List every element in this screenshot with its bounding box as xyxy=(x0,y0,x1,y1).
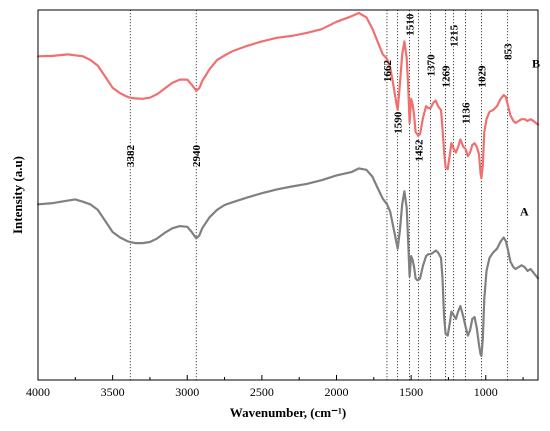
x-tick-label-4000: 4000 xyxy=(26,385,50,399)
x-tick-label-2500: 2500 xyxy=(250,385,274,399)
peak-label-B-1029: 1029 xyxy=(476,65,488,88)
x-tick-label-3000: 3000 xyxy=(175,385,199,399)
peak-label-B-1215: 1215 xyxy=(449,24,461,47)
y-axis-title: Intensity (a.u) xyxy=(10,156,25,234)
peak-label-B-1269: 1269 xyxy=(441,65,453,88)
series-line-A xyxy=(36,167,540,357)
plot-frame xyxy=(37,9,539,381)
peak-label-B-1370: 1370 xyxy=(426,54,438,77)
peak-label-B-1590: 1590 xyxy=(393,111,405,134)
x-axis-title: Wavenumber, (cm⁻¹) xyxy=(230,405,346,420)
peak-label-B-1510: 1510 xyxy=(405,13,417,36)
peak-label-B-1136: 1136 xyxy=(460,102,472,124)
series-label-B: B xyxy=(532,56,540,70)
x-tick-label-3500: 3500 xyxy=(101,385,125,399)
peak-label-B-1662: 1662 xyxy=(382,59,394,81)
peak-label-B-1452: 1452 xyxy=(413,139,425,162)
peak-label-B-853: 853 xyxy=(503,43,515,60)
x-tick-label-2000: 2000 xyxy=(325,385,349,399)
series-label-A: A xyxy=(520,204,529,218)
x-tick-label-1500: 1500 xyxy=(399,385,423,399)
x-tick-label-1000: 1000 xyxy=(474,385,498,399)
peak-label-mid-3382: 3382 xyxy=(125,145,137,168)
peak-label-mid-2940: 2940 xyxy=(191,145,203,168)
series-line-B xyxy=(36,11,540,180)
